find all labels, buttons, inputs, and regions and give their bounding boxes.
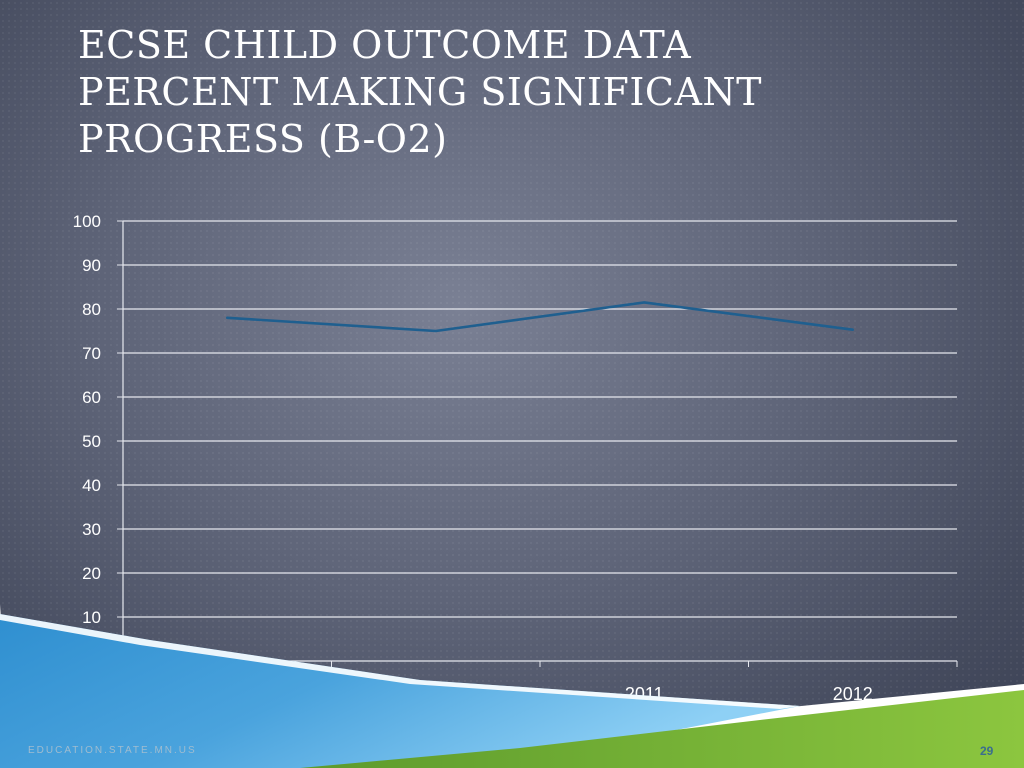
y-tick-label: 30 bbox=[82, 520, 101, 539]
y-tick-label: 40 bbox=[82, 476, 101, 495]
y-tick-label: 70 bbox=[82, 344, 101, 363]
y-tick-label: 100 bbox=[73, 212, 101, 231]
y-tick-label: 60 bbox=[82, 388, 101, 407]
page-title: ECSE CHILD OUTCOME DATA PERCENT MAKING S… bbox=[78, 22, 978, 163]
title-line-1: ECSE CHILD OUTCOME DATA bbox=[78, 23, 692, 67]
green-swoosh bbox=[300, 690, 1024, 768]
slide-number: 29 bbox=[980, 744, 994, 758]
x-tick-label: 2012 bbox=[833, 684, 873, 704]
y-tick-label: 50 bbox=[82, 432, 101, 451]
title-line-3: PROGRESS (B-O2) bbox=[78, 117, 448, 161]
footer-url: EDUCATION.STATE.MN.US bbox=[28, 745, 197, 756]
y-tick-label: 90 bbox=[82, 256, 101, 275]
series-line bbox=[225, 301, 855, 333]
y-tick-label: 20 bbox=[82, 564, 101, 583]
title-line-2: PERCENT MAKING SIGNIFICANT bbox=[78, 70, 762, 114]
y-tick-label: 10 bbox=[82, 608, 101, 627]
y-tick-label: 80 bbox=[82, 300, 101, 319]
